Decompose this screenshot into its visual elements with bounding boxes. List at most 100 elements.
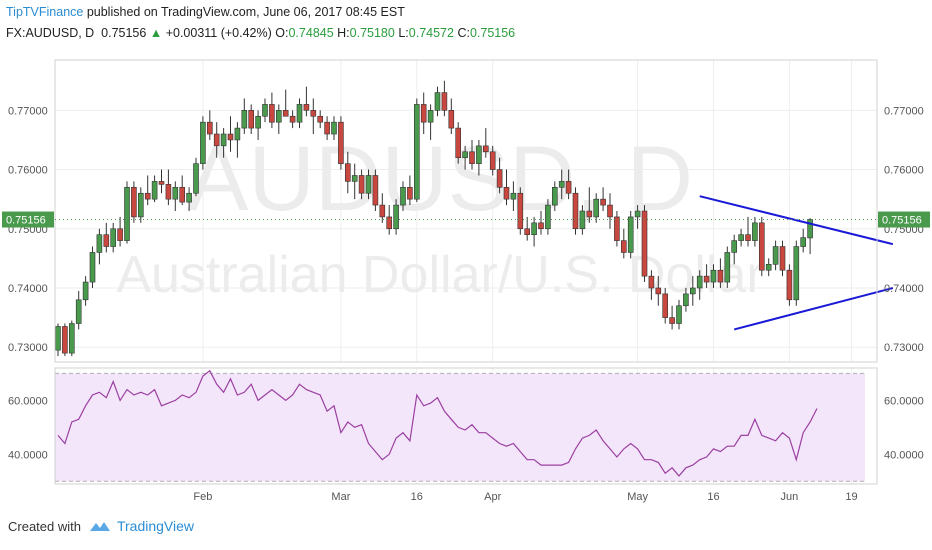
x-tick-label: Apr <box>484 491 501 503</box>
y-tick-label-left: 0.76000 <box>8 165 48 177</box>
candle-body <box>386 216 393 230</box>
candle-body <box>538 222 544 230</box>
candle-body <box>55 326 61 351</box>
candle-body <box>807 219 813 239</box>
candle-body <box>455 127 462 159</box>
candle-body <box>207 121 213 135</box>
rsi-pane-border <box>54 367 878 485</box>
y-tick-label-right: 0.73000 <box>884 342 924 354</box>
candle-body <box>186 192 192 203</box>
candle-body <box>448 110 455 129</box>
candle-body <box>565 181 572 194</box>
candle-body <box>531 222 537 235</box>
y-tick-label-left: 0.73000 <box>8 342 48 354</box>
candle-body <box>331 121 337 135</box>
candle-body <box>69 323 75 354</box>
candle-body <box>551 187 558 206</box>
candle-body <box>696 275 703 289</box>
candle-body <box>496 169 503 188</box>
candle-body <box>317 115 324 123</box>
high-label: H: <box>337 26 350 40</box>
tradingview-brand[interactable]: TradingView <box>116 518 195 534</box>
candle-body <box>200 121 206 164</box>
candle-body <box>351 175 358 182</box>
candle-body <box>600 198 606 206</box>
candle-body <box>158 181 165 185</box>
candle-body <box>648 275 655 289</box>
candle-body <box>772 246 779 265</box>
rsi-tick-label-right: 60.0000 <box>884 395 924 407</box>
created-with-text: Created with <box>8 518 81 534</box>
candle-body <box>724 252 731 283</box>
candle-body <box>469 151 475 164</box>
candle-body <box>441 92 448 111</box>
tradingview-logo-icon <box>89 522 110 531</box>
candle-body <box>75 299 82 324</box>
y-tick-label-left: 0.77000 <box>8 105 48 117</box>
candle-body <box>420 104 427 123</box>
published-text: published on TradingView.com, June 06, 2… <box>86 5 405 19</box>
candle-body <box>296 104 303 123</box>
open-value: 0.74845 <box>288 26 334 40</box>
price-change: +0.00311 (+0.42%) <box>165 26 272 40</box>
candle-body <box>800 237 807 247</box>
candle-body <box>358 175 365 194</box>
candle-body <box>413 104 420 200</box>
candle-body <box>227 133 234 141</box>
candle-body <box>400 187 406 206</box>
last-price-tag-left-label: 0.75156 <box>6 215 46 227</box>
close-value: 0.75156 <box>469 26 516 40</box>
candle-body <box>689 287 696 295</box>
rsi-line <box>57 369 818 477</box>
symbol-header: FX:AUDUSD, D 0.75156 ▲ +0.00311 (+0.42%)… <box>6 26 515 40</box>
candle-body <box>193 163 199 194</box>
candle-body <box>255 115 261 129</box>
candle-body <box>510 192 517 200</box>
candle-body <box>765 263 772 271</box>
candle-body <box>117 228 123 241</box>
publisher-link[interactable]: TipTVFinance <box>6 5 84 19</box>
open-label: O: <box>275 26 289 40</box>
last-price-tag-right-label: 0.75156 <box>882 215 922 227</box>
footer: Created with TradingView <box>8 518 194 534</box>
last-price-tag-left <box>2 211 54 228</box>
rsi-pane: 40.0000 40.0000 60.0000 60.0000 <box>8 369 924 482</box>
candle-body <box>641 210 648 277</box>
low-label: L: <box>398 26 409 40</box>
candle-body <box>524 228 531 235</box>
rsi-band <box>55 373 865 482</box>
candle-body <box>662 293 669 318</box>
trendline <box>699 195 894 246</box>
candle-body <box>407 187 413 200</box>
y-tick-label-right: 0.74000 <box>884 283 924 295</box>
candle-body <box>558 181 565 188</box>
candle-body <box>89 252 96 283</box>
candle-body <box>365 175 372 194</box>
candle-body <box>289 115 296 123</box>
candle-body <box>172 187 179 200</box>
candle-body <box>462 151 468 159</box>
candle-body <box>607 204 613 218</box>
last-price-tag-right <box>878 211 930 228</box>
candle-body <box>310 110 317 117</box>
candle-body <box>620 240 627 253</box>
candle-body <box>710 269 717 283</box>
candle-body <box>151 181 158 200</box>
rsi-tick-label-left: 40.0000 <box>8 449 48 461</box>
watermark-description: Australian Dollar/U.S. Dollar <box>116 246 763 304</box>
candle-body <box>179 187 185 203</box>
candle-body <box>593 198 600 218</box>
rsi-tick-label-right: 40.0000 <box>884 449 924 461</box>
candle-body <box>489 151 496 170</box>
candle-body <box>786 269 793 301</box>
candle-body <box>614 216 620 241</box>
candle-body <box>144 192 151 200</box>
candle-body <box>269 104 275 123</box>
candle-body <box>517 192 524 230</box>
low-value: 0.74572 <box>408 26 454 40</box>
close-label: C: <box>457 26 470 40</box>
candle-body <box>752 222 758 241</box>
candle-body <box>738 234 744 241</box>
y-tick-label-right: 0.76000 <box>884 165 924 177</box>
